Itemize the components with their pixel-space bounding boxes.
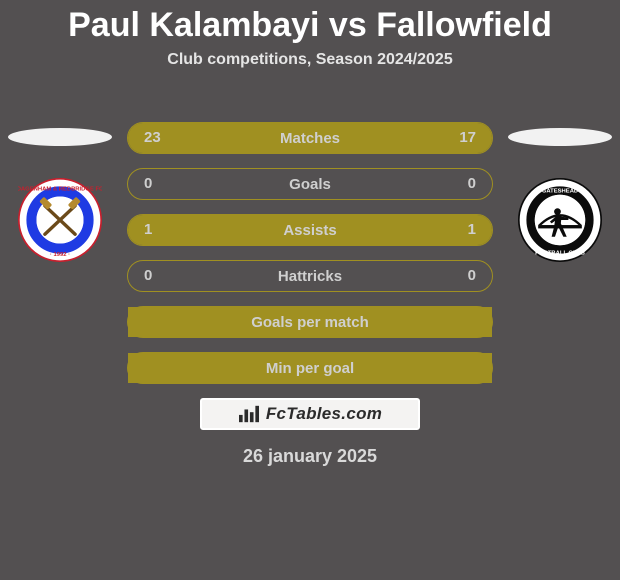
stat-label: Hattricks [278, 268, 342, 285]
stat-label: Goals [289, 176, 331, 193]
stat-value-right: 0 [468, 261, 476, 291]
page-title: Paul Kalambayi vs Fallowfield [0, 0, 620, 45]
stat-value-left: 0 [144, 169, 152, 199]
stat-row: Goals per match [127, 306, 493, 338]
stat-row: 23 17 Matches [127, 122, 493, 154]
stat-row: Min per goal [127, 352, 493, 384]
source-badge: FcTables.com [200, 398, 420, 430]
stat-row: 1 1 Assists [127, 214, 493, 246]
player-right-name: Fallowfield [376, 6, 552, 44]
player-left-name: Paul Kalambayi [68, 6, 319, 44]
stat-label: Goals per match [251, 314, 369, 331]
date-line: 26 january 2025 [0, 446, 620, 467]
stat-value-left: 0 [144, 261, 152, 291]
stat-rows: 23 17 Matches 0 0 Goals 1 1 Assists 0 0 Hattricks Go… [127, 122, 493, 384]
stats-area: 23 17 Matches 0 0 Goals 1 1 Assists 0 0 Hattricks Go… [0, 104, 620, 467]
stat-value-left: 1 [144, 215, 152, 245]
bar-chart-icon [238, 404, 260, 424]
subtitle: Club competitions, Season 2024/2025 [0, 51, 620, 69]
stat-label: Min per goal [266, 360, 354, 377]
stat-value-left: 23 [144, 123, 161, 153]
stat-value-right: 0 [468, 169, 476, 199]
stat-row: 0 0 Goals [127, 168, 493, 200]
stat-bar-right [310, 215, 492, 245]
stat-value-right: 17 [459, 123, 476, 153]
vs-separator: vs [319, 6, 376, 44]
stat-label: Assists [283, 222, 336, 239]
stat-value-right: 1 [468, 215, 476, 245]
stat-label: Matches [280, 130, 340, 147]
source-brand: FcTables.com [266, 404, 382, 424]
comparison-card: Paul Kalambayi vs Fallowfield Club compe… [0, 0, 620, 580]
stat-row: 0 0 Hattricks [127, 260, 493, 292]
